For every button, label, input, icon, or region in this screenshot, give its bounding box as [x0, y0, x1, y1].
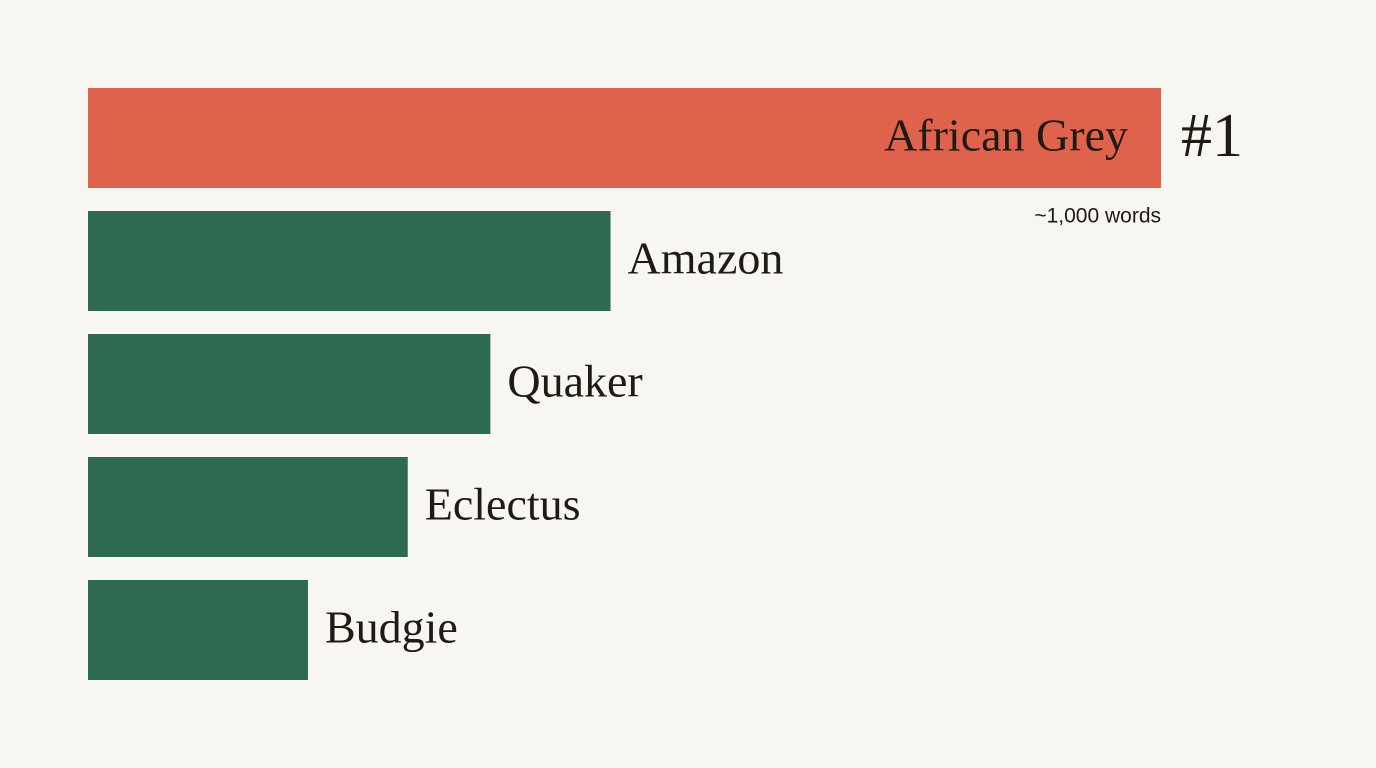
value-label: ~1,000 words — [1034, 205, 1161, 228]
category-label: Eclectus — [425, 479, 581, 530]
category-label: Amazon — [628, 233, 784, 284]
rank-annotation: #1 — [1181, 102, 1243, 170]
bar — [88, 334, 491, 434]
bar — [88, 580, 308, 680]
bar — [88, 457, 408, 557]
category-label: African Grey — [884, 110, 1128, 161]
bar — [88, 88, 1161, 188]
category-label: Budgie — [325, 602, 458, 653]
bar — [88, 211, 611, 311]
category-label: Quaker — [507, 356, 642, 407]
